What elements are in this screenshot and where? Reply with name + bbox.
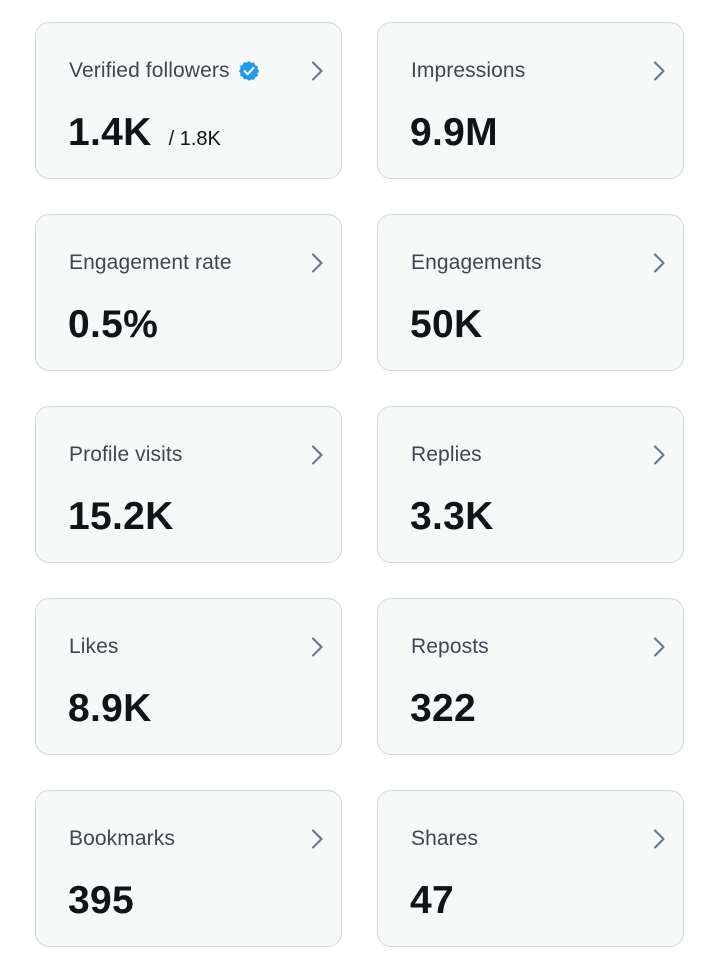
verified-badge-icon — [238, 61, 259, 81]
metric-card-engagement-rate[interactable]: Engagement rate 0.5% — [35, 214, 342, 371]
metric-card-engagements[interactable]: Engagements 50K — [377, 214, 684, 371]
metric-label: Likes — [69, 635, 119, 659]
metric-label-text: Shares — [411, 827, 479, 850]
metric-value-row: 47 — [410, 879, 454, 923]
metric-label: Bookmarks — [69, 827, 175, 851]
metric-value: 8.9K — [68, 687, 152, 730]
metric-card-likes[interactable]: Likes 8.9K — [35, 598, 342, 755]
metric-value: 395 — [68, 879, 134, 922]
chevron-right-icon — [653, 445, 665, 465]
metric-label: Impressions — [411, 59, 525, 83]
metric-label: Engagements — [411, 251, 542, 275]
metric-label: Replies — [411, 443, 482, 467]
metric-card-shares[interactable]: Shares 47 — [377, 790, 684, 947]
metric-value-row: 8.9K — [68, 687, 152, 731]
metric-value-row: 9.9M — [410, 111, 498, 155]
metric-label-text: Bookmarks — [69, 827, 175, 850]
chevron-right-icon — [653, 637, 665, 657]
metric-value-row: 1.4K / 1.8K — [68, 111, 221, 155]
metric-card-reposts[interactable]: Reposts 322 — [377, 598, 684, 755]
metric-value: 50K — [410, 303, 483, 346]
metric-label: Engagement rate — [69, 251, 232, 275]
metric-label-text: Engagements — [411, 251, 542, 274]
metric-label: Verified followers — [69, 59, 260, 83]
metric-value: 3.3K — [410, 495, 494, 538]
chevron-right-icon — [311, 445, 323, 465]
metric-label: Reposts — [411, 635, 489, 659]
metric-label-text: Engagement rate — [69, 251, 232, 274]
chevron-right-icon — [653, 829, 665, 849]
metric-label-text: Impressions — [411, 59, 526, 82]
metric-subvalue: / 1.8K — [168, 128, 221, 150]
metric-value-row: 15.2K — [68, 495, 174, 539]
metric-value: 47 — [410, 879, 454, 922]
metric-value: 0.5% — [68, 303, 159, 346]
chevron-right-icon — [311, 253, 323, 273]
metric-card-profile-visits[interactable]: Profile visits 15.2K — [35, 406, 342, 563]
metric-label-text: Verified followers — [69, 59, 230, 82]
chevron-right-icon — [311, 61, 323, 81]
chevron-right-icon — [653, 61, 665, 81]
metric-value-row: 395 — [68, 879, 134, 923]
metric-label: Shares — [411, 827, 478, 851]
metric-value-row: 3.3K — [410, 495, 494, 539]
chevron-right-icon — [653, 253, 665, 273]
chevron-right-icon — [311, 637, 323, 657]
metric-label-text: Profile visits — [69, 443, 183, 466]
metric-label-text: Likes — [69, 635, 119, 658]
metric-card-bookmarks[interactable]: Bookmarks 395 — [35, 790, 342, 947]
metric-value: 15.2K — [68, 495, 174, 538]
metric-value: 1.4K — [68, 111, 152, 154]
metric-card-verified-followers[interactable]: Verified followers 1.4K / 1.8K — [35, 22, 342, 179]
chevron-right-icon — [311, 829, 323, 849]
metric-value-row: 0.5% — [68, 303, 158, 347]
metric-value: 322 — [410, 687, 476, 730]
metric-value-row: 322 — [410, 687, 476, 731]
metric-card-replies[interactable]: Replies 3.3K — [377, 406, 684, 563]
metric-card-impressions[interactable]: Impressions 9.9M — [377, 22, 684, 179]
metric-label: Profile visits — [69, 443, 182, 467]
metric-label-text: Reposts — [411, 635, 489, 658]
metric-label-text: Replies — [411, 443, 482, 466]
metric-value-row: 50K — [410, 303, 482, 347]
metric-value: 9.9M — [410, 111, 498, 154]
